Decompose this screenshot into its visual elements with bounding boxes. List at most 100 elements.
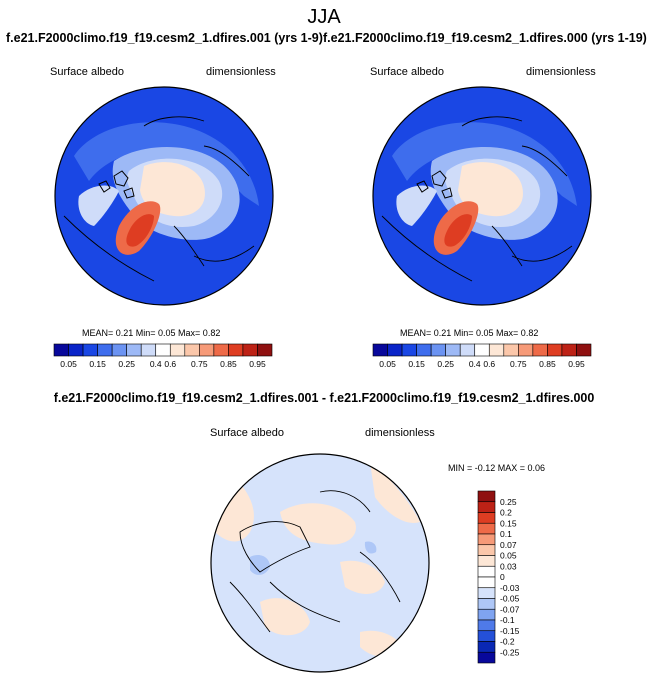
colorbar-swatch — [416, 343, 432, 357]
coastline — [98, 170, 135, 199]
greenland-core — [126, 214, 154, 247]
colorbar-swatch — [459, 343, 476, 357]
colorbar-tick-label: 0.25 — [118, 359, 135, 369]
panel-2-variable: Surface albedo — [370, 66, 444, 78]
colorbar-tick-label: 0 — [500, 572, 505, 582]
panel-1-map — [54, 86, 274, 306]
colorbar-swatch — [477, 565, 496, 578]
diff-band — [280, 503, 356, 545]
colorbar-swatch — [68, 343, 84, 357]
colorbar-tick-label: -0.15 — [500, 626, 520, 636]
colorbar-swatch — [82, 343, 98, 357]
colorbar-tick-label: 0.85 — [539, 359, 556, 369]
colorbar-tick-label: 0.07 — [500, 540, 517, 550]
colorbar-swatch — [477, 501, 496, 513]
colorbar-swatch — [430, 343, 446, 357]
panel-1-stats: MEAN= 0.21 Min= 0.05 Max= 0.82 — [82, 328, 221, 338]
colorbar-tick-label: -0.05 — [500, 594, 520, 604]
diff-band — [250, 555, 270, 575]
diff-title: f.e21.F2000climo.f19_f19.cesm2_1.dfires.… — [53, 391, 595, 405]
colorbar-swatch — [126, 343, 142, 357]
colorbar-tick-label: -0.25 — [500, 647, 520, 657]
colorbar-swatch — [477, 630, 496, 642]
colorbar-tick-label: 0.15 — [500, 518, 517, 528]
panel-1-colorbar: 0.05 0.15 0.25 0.4 0.6 0.75 0.85 0.95 — [53, 343, 273, 369]
coastline — [229, 490, 401, 633]
panel-1-title: f.e21.F2000climo.f19_f19.cesm2_1.dfires.… — [6, 31, 323, 45]
colorbar-tick-label: 0.6 — [164, 359, 176, 369]
colorbar-swatch — [387, 343, 403, 357]
colorbar-swatch — [477, 533, 496, 546]
field-band — [74, 122, 259, 206]
coastline — [381, 215, 573, 282]
colorbar-tick-label: 0.2 — [500, 508, 512, 518]
colorbar-swatch — [547, 343, 563, 357]
colorbar-tick-label: -0.1 — [500, 615, 515, 625]
panel-2-title: f.e21.F2000climo.f19_f19.cesm2_1.dfires.… — [323, 31, 647, 45]
colorbar-swatch — [532, 343, 548, 357]
panel-2-stats: MEAN= 0.21 Min= 0.05 Max= 0.82 — [400, 328, 539, 338]
colorbar-swatch — [242, 343, 258, 357]
colorbar-swatch — [477, 619, 496, 632]
colorbar-tick-label: 0.4 — [150, 359, 162, 369]
diff-stats: MIN = -0.12 MAX = 0.06 — [448, 463, 546, 473]
colorbar-swatch — [199, 343, 215, 357]
coastline — [143, 116, 250, 177]
diff-colorbar: 0.250.20.150.10.070.050.030-0.03-0.05-0.… — [477, 490, 520, 664]
colorbar-tick-label: 0.05 — [60, 359, 77, 369]
colorbar-swatch — [477, 608, 496, 621]
diff-band — [364, 541, 377, 554]
season-title: JJA — [307, 6, 341, 28]
colorbar-swatch — [518, 343, 534, 357]
colorbar-tick-label: 0.05 — [379, 359, 396, 369]
colorbar-swatch — [477, 544, 496, 556]
colorbar-swatch — [257, 343, 273, 357]
colorbar-tick-label: 0.25 — [500, 497, 517, 507]
colorbar-swatch — [477, 490, 496, 503]
colorbar-swatch — [184, 343, 200, 357]
colorbar-swatch — [477, 651, 496, 664]
colorbar-swatch — [401, 343, 417, 357]
coastline — [461, 116, 568, 177]
colorbar-swatch — [155, 343, 171, 357]
colorbar-tick-label: -0.03 — [500, 583, 520, 593]
field-band — [396, 185, 437, 226]
colorbar-tick-label: 0.1 — [500, 529, 512, 539]
colorbar-swatch — [477, 641, 496, 653]
colorbar-swatch — [213, 343, 229, 357]
colorbar-tick-label: 0.15 — [89, 359, 106, 369]
colorbar-tick-label: 0.05 — [500, 551, 517, 561]
diff-variable: Surface albedo — [210, 427, 284, 439]
colorbar-tick-label: -0.07 — [500, 604, 520, 614]
colorbar-tick-label: 0.4 — [469, 359, 481, 369]
colorbar-swatch — [477, 555, 496, 567]
panel-2-colorbar: 0.05 0.15 0.25 0.4 0.6 0.75 0.85 0.95 — [372, 343, 592, 369]
coastline — [63, 215, 255, 282]
coastline — [416, 170, 453, 199]
colorbar-swatch — [503, 343, 519, 357]
colorbar-swatch — [477, 512, 496, 524]
diff-map — [210, 453, 430, 673]
colorbar-tick-label: 0.6 — [483, 359, 495, 369]
colorbar-tick-label: 0.95 — [568, 359, 585, 369]
colorbar-swatch — [477, 598, 496, 610]
colorbar-swatch — [169, 343, 186, 357]
greenland-core — [444, 214, 472, 247]
diff-band — [340, 560, 385, 594]
colorbar-tick-label: 0.03 — [500, 561, 517, 571]
colorbar-swatch — [228, 343, 244, 357]
diff-band — [215, 472, 254, 542]
colorbar-tick-label: -0.2 — [500, 637, 515, 647]
panel-2-map — [372, 86, 592, 306]
colorbar-swatch — [111, 343, 127, 357]
field-band — [78, 185, 119, 226]
panel-1-variable: Surface albedo — [50, 66, 124, 78]
colorbar-swatch — [53, 343, 69, 357]
colorbar-swatch — [576, 343, 592, 357]
colorbar-swatch — [97, 343, 113, 357]
diff-band — [260, 598, 310, 636]
colorbar-tick-label: 0.75 — [191, 359, 208, 369]
colorbar-swatch — [477, 576, 496, 589]
colorbar-swatch — [140, 343, 157, 357]
colorbar-tick-label: 0.85 — [220, 359, 237, 369]
